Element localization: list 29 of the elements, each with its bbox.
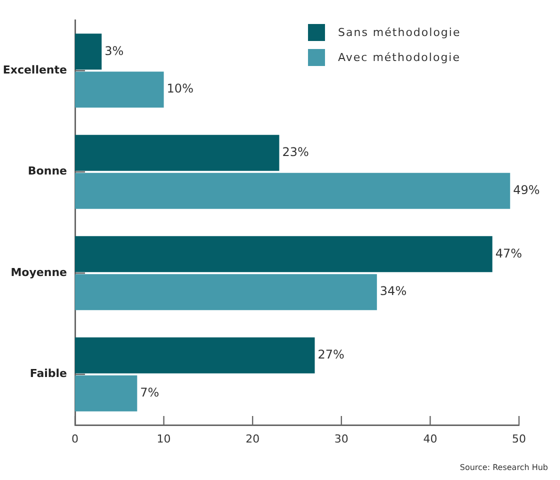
data-label: 47% [495,246,522,260]
bar [75,34,102,70]
x-tick-label: 30 [334,432,348,446]
data-label: 23% [282,145,309,160]
bar [75,72,164,108]
bar [75,134,280,171]
bar [75,337,315,374]
data-label: 34% [380,284,407,298]
data-label: 3% [104,44,124,58]
bar [75,172,510,209]
x-tick-label: 10 [156,432,171,446]
x-tick-label: 0 [72,432,78,446]
y-tick-label: Faible [30,367,67,380]
y-tick-label: Bonne [28,164,67,178]
data-label: 10% [166,82,194,96]
legend-label: Avec méthodologie [338,50,461,64]
source-note: Source: Research Hub [460,463,548,472]
y-tick-label: Moyenne [10,266,67,279]
legend-label: Sans méthodologie [338,26,461,39]
bar [75,274,377,310]
bar [75,236,492,272]
y-tick-label: Excellente [2,63,67,76]
x-tick-label: 50 [512,432,526,446]
data-label: 27% [318,348,344,362]
data-label: 49% [513,182,540,197]
bar [75,375,138,412]
x-tick-label: 40 [423,432,438,446]
data-label: 7% [140,385,160,400]
x-tick-label: 20 [246,432,260,446]
